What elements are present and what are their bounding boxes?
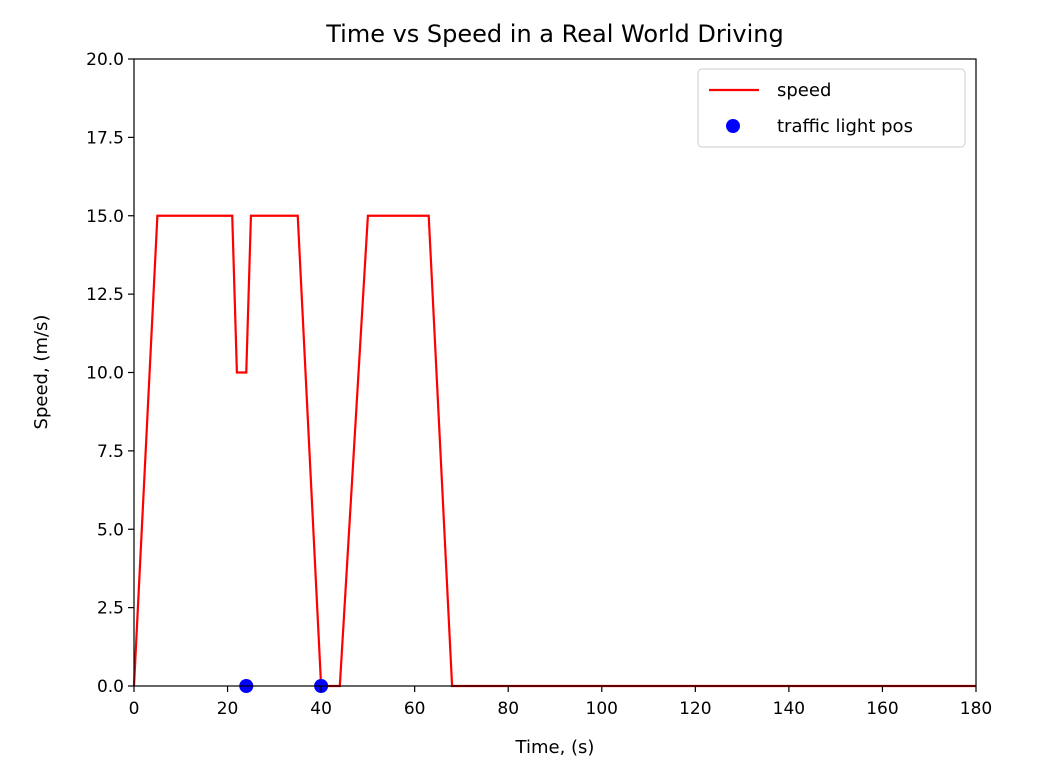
y-tick-label: 2.5 bbox=[97, 599, 124, 619]
y-tick-label: 5.0 bbox=[97, 520, 124, 540]
legend: speed traffic light pos bbox=[697, 68, 966, 148]
plot-frame bbox=[133, 58, 977, 687]
speed-series-line bbox=[132, 214, 976, 688]
legend-traffic-light-label: traffic light pos bbox=[777, 116, 913, 137]
x-tick-label: 160 bbox=[866, 699, 898, 719]
y-tick-label: 7.5 bbox=[97, 442, 124, 462]
y-tick-label: 20.0 bbox=[86, 50, 124, 70]
x-tick-label: 180 bbox=[960, 699, 992, 719]
chart-title: Time vs Speed in a Real World Driving bbox=[325, 20, 784, 48]
x-tick-label: 100 bbox=[586, 699, 618, 719]
x-tick-label: 40 bbox=[310, 699, 332, 719]
x-tick-label: 140 bbox=[773, 699, 805, 719]
x-tick-label: 20 bbox=[217, 699, 239, 719]
y-axis-label: Speed, (m/s) bbox=[31, 315, 52, 430]
y-tick-label: 0.0 bbox=[97, 677, 124, 697]
y-tick-label: 12.5 bbox=[86, 285, 124, 305]
x-axis-label: Time, (s) bbox=[515, 737, 595, 758]
x-tick-label: 0 bbox=[129, 699, 140, 719]
legend-frame bbox=[697, 68, 966, 148]
y-axis-ticks: 0.0 2.5 5.0 7.5 10.0 12.5 15.0 17.5 20.0 bbox=[86, 50, 134, 697]
y-tick-label: 10.0 bbox=[86, 364, 124, 384]
legend-speed-label: speed bbox=[777, 80, 831, 101]
x-tick-label: 80 bbox=[497, 699, 519, 719]
plot-area bbox=[134, 59, 976, 686]
x-axis-ticks: 0 20 40 60 80 100 120 140 160 180 bbox=[129, 686, 992, 719]
x-tick-label: 60 bbox=[404, 699, 426, 719]
legend-traffic-light-swatch bbox=[726, 119, 740, 133]
x-tick-label: 120 bbox=[679, 699, 711, 719]
y-tick-label: 15.0 bbox=[86, 207, 124, 227]
y-tick-label: 17.5 bbox=[86, 128, 124, 148]
